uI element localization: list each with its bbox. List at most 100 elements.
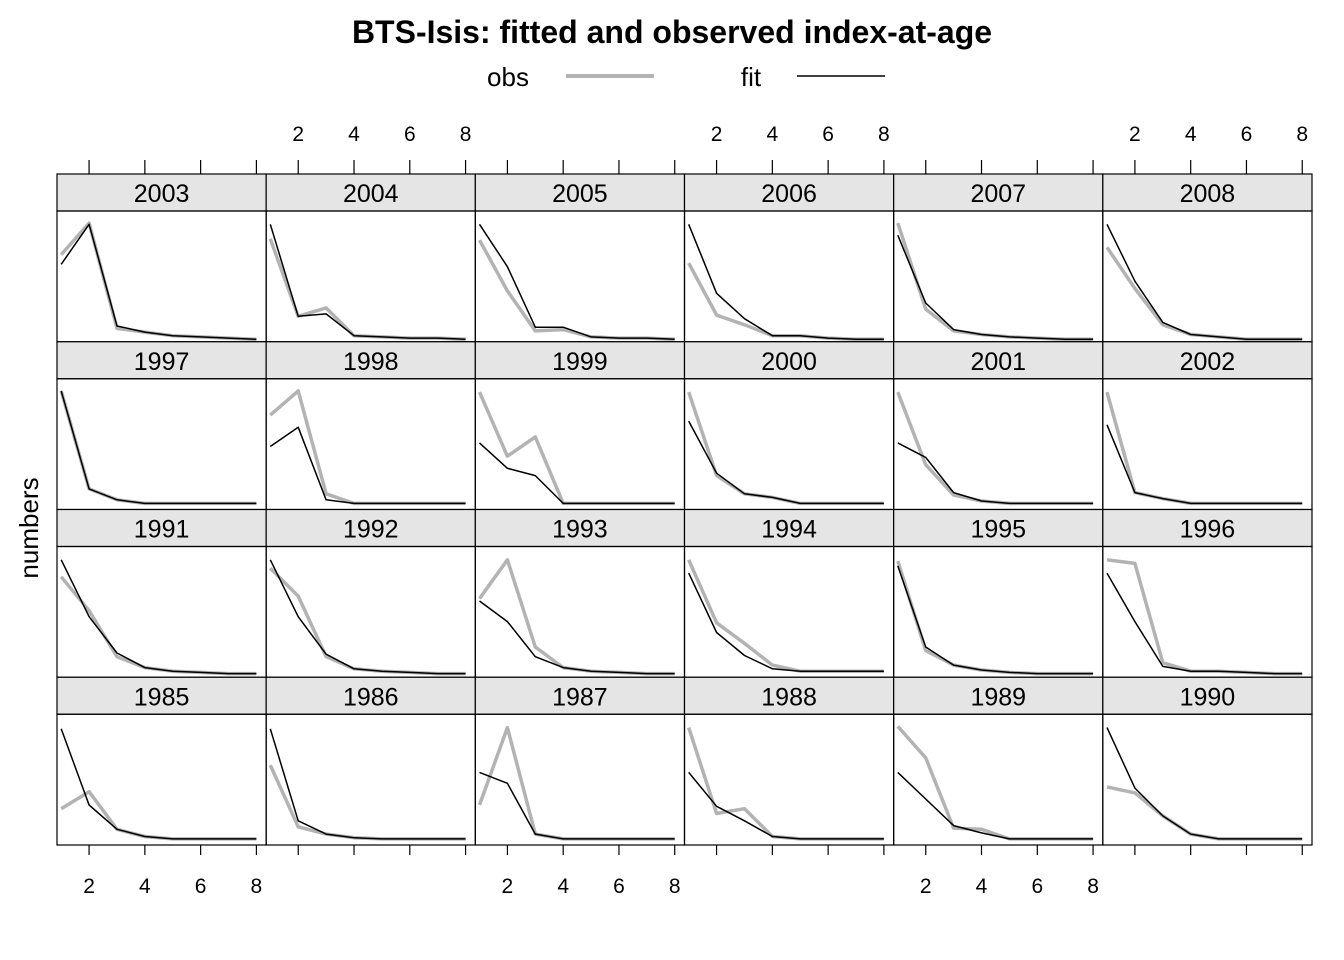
x-tick-label: 2 (292, 123, 304, 146)
strip-1994 (683, 508, 895, 548)
strip-2002 (1102, 341, 1313, 380)
x-tick-label: 8 (1296, 123, 1308, 146)
fit-line-1986 (269, 728, 466, 840)
fit-line-1993 (479, 600, 675, 675)
panel-1988: 1988 (683, 676, 895, 846)
obs-line-1997 (59, 390, 257, 506)
panel-2001: 2001 (893, 341, 1104, 511)
fit-line-1995 (897, 565, 1094, 675)
panel-1996: 1996 (1102, 508, 1313, 678)
obs-line-2001 (896, 391, 1094, 506)
obs-line-1990 (1106, 785, 1303, 841)
x-tick-label: 4 (767, 123, 779, 146)
fit-line-1994 (688, 572, 884, 672)
panel-frame-2008 (1102, 210, 1313, 343)
strip-1990 (1102, 676, 1313, 715)
panel-2002: 2002 (1102, 341, 1313, 511)
panel-1992: 1992 (265, 508, 476, 678)
panel-frame-2001 (893, 378, 1104, 511)
x-tick-label: 6 (822, 123, 834, 146)
panel-1999: 1999 (474, 341, 686, 511)
x-tick-label: 8 (251, 875, 263, 898)
panel-1985: 1985 (56, 676, 267, 846)
strip-1995 (893, 508, 1104, 548)
x-tick-label: 8 (460, 123, 472, 146)
legend: obs fit (487, 62, 885, 92)
obs-line-2004 (268, 238, 466, 342)
strip-label-1990: 1990 (1180, 683, 1236, 711)
strip-label-1992: 1992 (343, 516, 399, 544)
fit-line-1991 (60, 559, 257, 675)
obs-line-2002 (1105, 391, 1303, 506)
strip-label-2005: 2005 (552, 180, 608, 208)
fit-line-2000 (688, 420, 884, 505)
strip-label-2001: 2001 (970, 348, 1026, 376)
panel-1998: 1998 (265, 341, 476, 511)
strip-2008 (1102, 173, 1313, 212)
panel-frame-1989 (893, 713, 1104, 846)
strip-label-2000: 2000 (761, 348, 817, 376)
panel-frame-1994 (683, 545, 895, 678)
x-tick-label: 4 (557, 875, 569, 898)
panel-2007: 2007 (893, 173, 1104, 343)
strip-label-1997: 1997 (134, 348, 190, 376)
strip-label-2006: 2006 (761, 180, 817, 208)
x-tick-label: 2 (83, 875, 95, 898)
obs-line-1995 (896, 560, 1094, 676)
x-tick-label: 2 (502, 875, 514, 898)
chart-title: BTS-Isis: fitted and observed index-at-a… (352, 14, 992, 50)
fit-line-1987 (479, 771, 675, 840)
panel-1990: 1990 (1102, 676, 1313, 846)
panel-frame-1993 (474, 545, 686, 678)
panel-2005: 2005 (474, 173, 686, 343)
y-axis-label: numbers (14, 477, 44, 578)
panel-frame-1995 (893, 545, 1104, 678)
fit-line-2007 (897, 234, 1094, 341)
strip-label-1991: 1991 (134, 516, 190, 544)
x-tick-label: 6 (613, 875, 625, 898)
x-tick-label: 8 (878, 123, 890, 146)
x-tick-label: 8 (669, 875, 681, 898)
panel-2008: 2008 (1102, 173, 1313, 343)
obs-line-2000 (687, 391, 884, 506)
fit-line-1988 (688, 771, 884, 840)
x-tick-label: 2 (1129, 123, 1141, 146)
strip-1988 (683, 676, 895, 715)
strip-label-2004: 2004 (343, 180, 399, 208)
strip-2003 (56, 173, 267, 212)
fit-line-2003 (60, 223, 257, 341)
x-tick-label: 2 (711, 123, 723, 146)
strip-1991 (56, 508, 267, 548)
strip-2006 (683, 173, 895, 212)
panel-1987: 1987 (474, 676, 686, 846)
x-tick-label: 6 (1031, 875, 1043, 898)
legend-label-obs: obs (487, 62, 529, 92)
obs-line-1987 (477, 725, 675, 841)
panel-frame-2006 (683, 210, 895, 343)
panel-frame-1985 (56, 713, 267, 846)
fit-line-1989 (897, 771, 1094, 840)
panel-2006: 2006 (683, 173, 895, 343)
fit-line-1990 (1106, 727, 1303, 840)
x-tick-label: 6 (195, 875, 207, 898)
panel-frame-2003 (56, 210, 267, 343)
obs-line-2005 (477, 239, 675, 342)
fit-line-2004 (269, 224, 466, 341)
obs-line-1993 (478, 558, 675, 676)
obs-line-1998 (269, 389, 466, 506)
fit-line-1992 (269, 559, 466, 675)
fit-line-2002 (1106, 424, 1303, 505)
strip-label-2002: 2002 (1180, 348, 1236, 376)
obs-line-2006 (687, 262, 884, 342)
strip-2005 (474, 173, 686, 212)
obs-line-2007 (896, 222, 1094, 342)
panel-2004: 2004 (265, 173, 476, 343)
strip-label-1986: 1986 (343, 683, 399, 711)
obs-line-1991 (59, 575, 257, 676)
panel-frame-2005 (474, 210, 686, 343)
panel-frame-1992 (265, 545, 476, 678)
obs-line-1996 (1106, 558, 1303, 676)
legend-label-fit: fit (741, 62, 762, 92)
x-tick-label: 4 (976, 875, 988, 898)
